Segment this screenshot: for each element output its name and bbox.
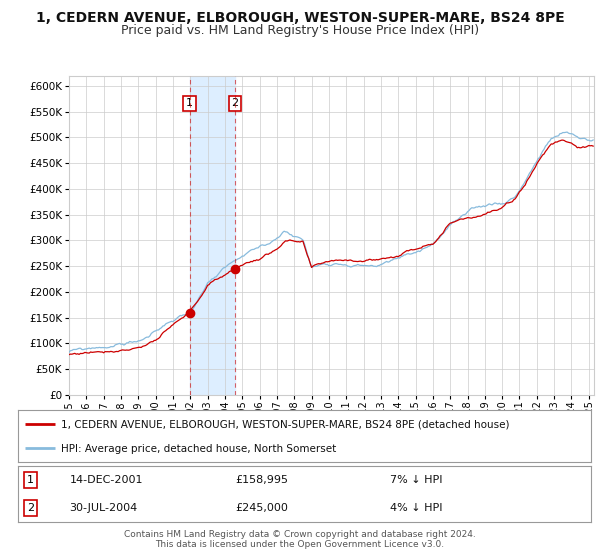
Text: HPI: Average price, detached house, North Somerset: HPI: Average price, detached house, Nort…: [61, 444, 336, 454]
Text: 7% ↓ HPI: 7% ↓ HPI: [391, 475, 443, 485]
Text: Contains HM Land Registry data © Crown copyright and database right 2024.: Contains HM Land Registry data © Crown c…: [124, 530, 476, 539]
Text: 4% ↓ HPI: 4% ↓ HPI: [391, 503, 443, 513]
Bar: [190, 76, 235, 395]
Text: This data is licensed under the Open Government Licence v3.0.: This data is licensed under the Open Gov…: [155, 540, 445, 549]
Text: 30-JUL-2004: 30-JUL-2004: [70, 503, 138, 513]
Text: 1: 1: [27, 475, 34, 485]
Text: 1, CEDERN AVENUE, ELBOROUGH, WESTON-SUPER-MARE, BS24 8PE: 1, CEDERN AVENUE, ELBOROUGH, WESTON-SUPE…: [35, 11, 565, 25]
Text: 1, CEDERN AVENUE, ELBOROUGH, WESTON-SUPER-MARE, BS24 8PE (detached house): 1, CEDERN AVENUE, ELBOROUGH, WESTON-SUPE…: [61, 420, 509, 430]
Text: £158,995: £158,995: [236, 475, 289, 485]
Text: £245,000: £245,000: [236, 503, 289, 513]
Text: 2: 2: [27, 503, 34, 513]
Text: 14-DEC-2001: 14-DEC-2001: [70, 475, 143, 485]
Text: Price paid vs. HM Land Registry's House Price Index (HPI): Price paid vs. HM Land Registry's House …: [121, 24, 479, 36]
Text: 1: 1: [186, 99, 193, 109]
Text: 2: 2: [232, 99, 239, 109]
